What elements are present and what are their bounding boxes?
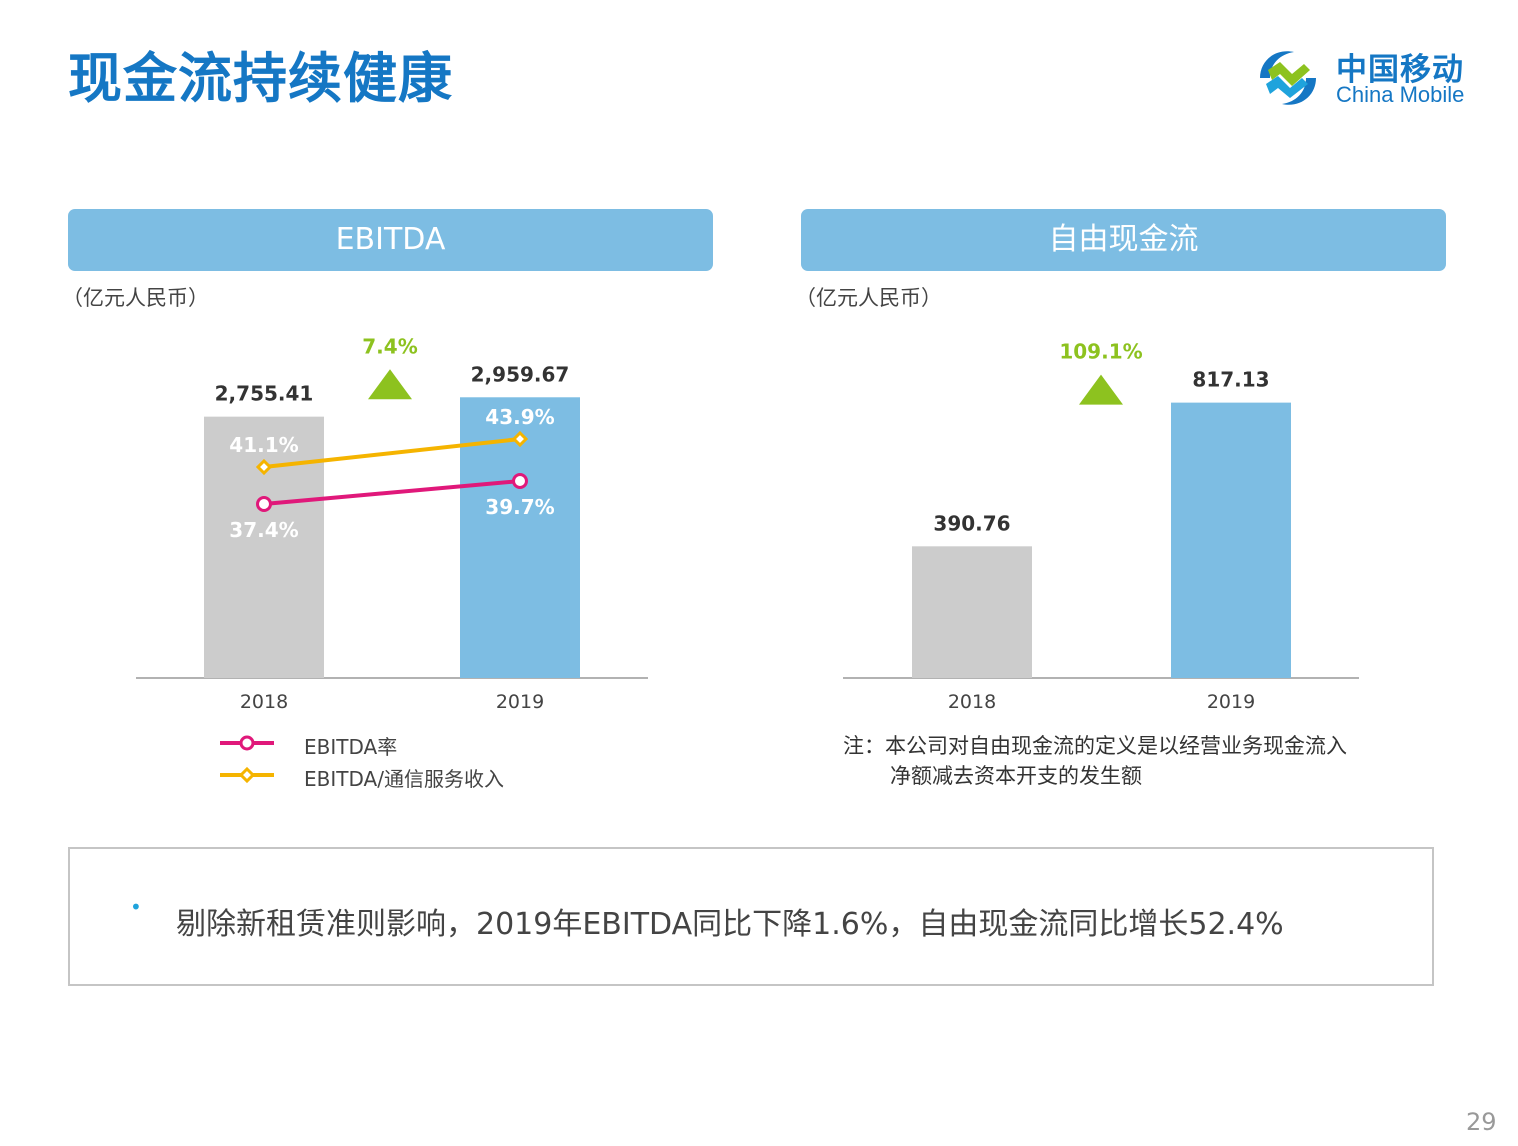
free-cash-flow-chart: 390.76 2018 817.13 2019 109.1% [843, 340, 1359, 713]
legend-label-ebitda-ratio: EBITDA/通信服务收入 [304, 767, 504, 791]
logo-english-text: China Mobile [1336, 82, 1465, 107]
growth-up-arrow-icon [1079, 374, 1123, 405]
x-tick-label-2019: 2019 [496, 691, 544, 713]
label-ebitda-ratio-2019: 43.9% [485, 405, 554, 429]
ebitda-chart: 2,755.41 2018 2,959.67 2019 7.4% 37.4% 39.7% 41… [136, 334, 648, 713]
bar-2018 [912, 546, 1032, 678]
label-ebitda-rate-2018: 37.4% [229, 518, 298, 542]
growth-up-arrow-icon [368, 369, 412, 400]
point-ebitda-ratio-2019 [511, 430, 529, 448]
note-line-1: 注：本公司对自由现金流的定义是以经营业务现金流入 [843, 734, 1347, 758]
free-cash-flow-unit-label: （亿元人民币） [795, 286, 942, 310]
x-tick-label-2018: 2018 [948, 691, 996, 713]
growth-label: 109.1% [1059, 340, 1142, 364]
logo-chinese-text: 中国移动 [1336, 52, 1464, 88]
legend-marker-circle-icon [220, 735, 274, 751]
growth-label: 7.4% [362, 334, 417, 358]
x-tick-label-2018: 2018 [240, 691, 288, 713]
ebitda-panel-header: EBITDA [68, 209, 713, 271]
china-mobile-logo-icon [1260, 51, 1316, 105]
x-tick-label-2019: 2019 [1207, 691, 1255, 713]
legend-item-ebitda-rate: EBITDA率 [218, 728, 558, 760]
point-ebitda-rate-2019 [512, 473, 528, 489]
line-ebitda-rate [263, 479, 521, 506]
bullet-icon: • [130, 895, 142, 919]
label-ebitda-ratio-2018: 41.1% [229, 433, 298, 457]
free-cash-flow-note: 注：本公司对自由现金流的定义是以经营业务现金流入 净额减去资本开支的发生额 [843, 731, 1423, 791]
note-line-2: 净额减去资本开支的发生额 [890, 764, 1142, 788]
summary-box: • 剔除新租赁准则影响，2019年EBITDA同比下降1.6%，自由现金流同比增… [68, 847, 1434, 986]
bar-value-label-2018: 2,755.41 [215, 382, 314, 406]
line-ebitda-ratio [263, 437, 521, 469]
point-ebitda-ratio-2018 [255, 458, 273, 476]
page-title: 现金流持续健康 [68, 47, 453, 110]
bar-value-label-2018: 390.76 [933, 511, 1010, 535]
legend-item-ebitda-ratio: EBITDA/通信服务收入 [218, 760, 558, 792]
legend-marker-diamond-icon [220, 766, 274, 784]
label-ebitda-rate-2019: 39.7% [485, 495, 554, 519]
free-cash-flow-panel-header: 自由现金流 [801, 209, 1446, 271]
china-mobile-logo: 中国移动 China Mobile [1250, 40, 1490, 116]
summary-text: 剔除新租赁准则影响，2019年EBITDA同比下降1.6%，自由现金流同比增长5… [176, 907, 1284, 942]
ebitda-legend: EBITDA率 EBITDA/通信服务收入 [218, 728, 558, 794]
ebitda-unit-label: （亿元人民币） [62, 286, 209, 310]
page-number: 29 [1466, 1108, 1497, 1136]
legend-label-ebitda-rate: EBITDA率 [304, 735, 398, 759]
point-ebitda-rate-2018 [256, 496, 272, 512]
bar-2019 [1171, 402, 1291, 678]
bar-value-label-2019: 2,959.67 [471, 362, 570, 386]
bar-value-label-2019: 817.13 [1192, 368, 1269, 392]
